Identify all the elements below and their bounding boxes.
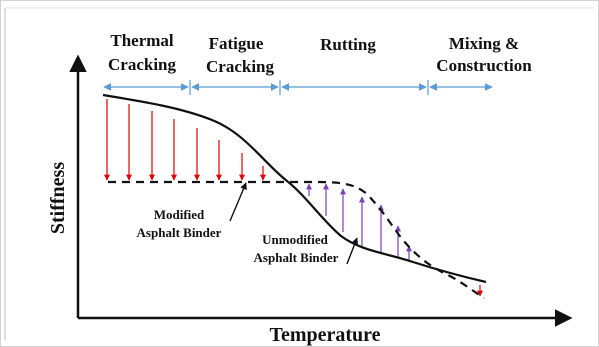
phase-label-mixing-line1: Mixing & xyxy=(449,34,519,53)
phase-label-fatigue-line2: Cracking xyxy=(206,57,275,76)
y-axis-label: Stiffness xyxy=(47,162,69,234)
unmodified-binder-pointer xyxy=(346,237,359,265)
phase-label-fatigue-line1: Fatigue xyxy=(209,34,264,53)
unmodified-binder-curve xyxy=(102,93,487,284)
unmodified-binder-label-line1: Unmodified xyxy=(262,232,329,247)
phase-label-rutting: Rutting xyxy=(320,35,376,54)
unmodified-binder-label-line2: Asphalt Binder xyxy=(254,250,339,265)
phase-label-thermal-line2: Cracking xyxy=(108,55,177,74)
modified-binder-label-line1: Modified xyxy=(154,207,205,222)
modified-binder-label-line2: Asphalt Binder xyxy=(137,225,222,240)
x-axis-label: Temperature xyxy=(269,324,380,346)
modified-binder-curve xyxy=(108,180,485,299)
stiffness-increase-arrows xyxy=(306,183,412,260)
phase-label-thermal-line1: Thermal xyxy=(110,31,174,50)
stiffness-reduction-arrows xyxy=(104,99,483,297)
modified-binder-pointer xyxy=(229,182,247,222)
phase-label-mixing-line2: Construction xyxy=(436,56,532,75)
